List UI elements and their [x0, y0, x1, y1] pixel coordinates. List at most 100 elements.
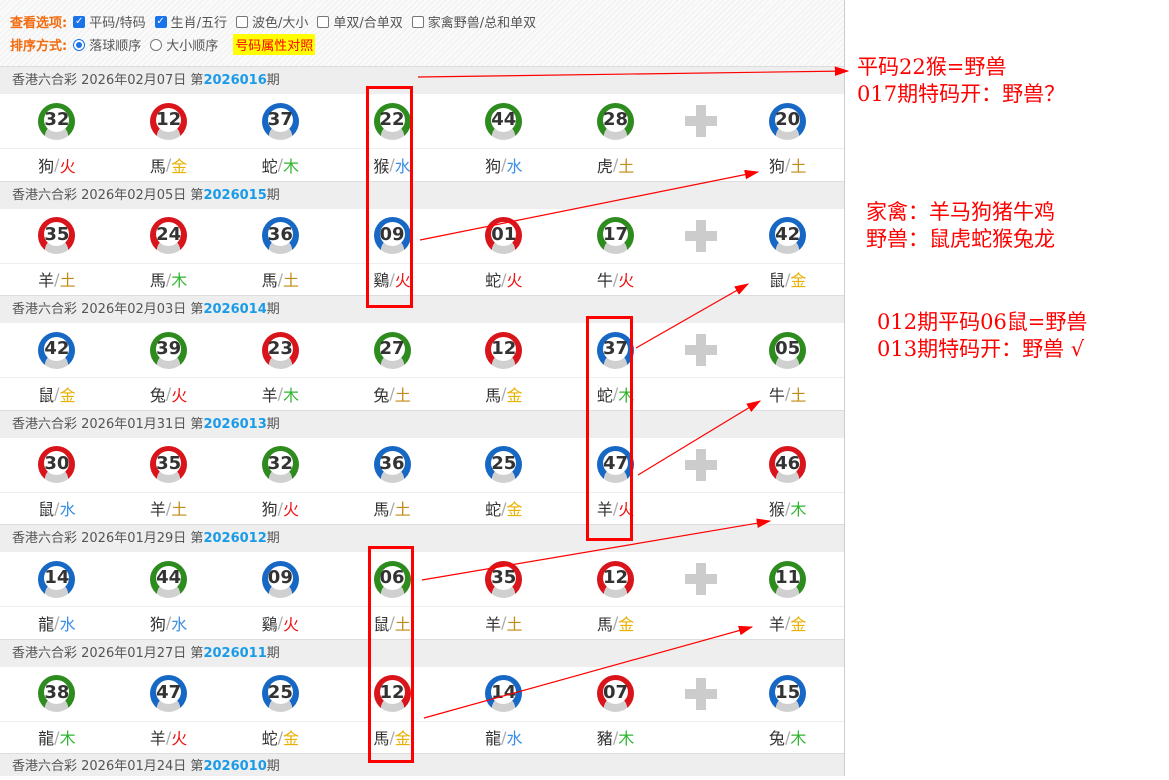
view-options-label: 查看选项:	[10, 16, 68, 31]
special-ball-cell: 15	[731, 675, 844, 712]
period-number[interactable]: 2026010	[203, 759, 267, 774]
number-ball: 32	[38, 102, 76, 140]
element: 土	[790, 156, 807, 176]
separator: /	[389, 384, 395, 404]
period-suffix: 期	[266, 531, 280, 546]
separator: /	[165, 727, 172, 747]
attribute-cell: 蛇 / 金	[448, 496, 560, 520]
ball-row: 14 44 09 06 35 12 11	[0, 552, 844, 606]
period-number[interactable]: 2026014	[203, 302, 267, 317]
special-ball: 15	[769, 675, 807, 712]
separator: /	[784, 613, 791, 633]
radio[interactable]	[150, 38, 163, 51]
zodiac: 狗	[261, 500, 278, 520]
attribute-cell: 猴 / 木	[731, 496, 844, 520]
ball-number: 01	[491, 223, 517, 245]
special-ball-cell: 42	[731, 217, 844, 254]
ball-number: 12	[603, 567, 629, 588]
element: 金	[506, 385, 523, 405]
separator: /	[165, 155, 172, 175]
zodiac: 羊	[596, 500, 613, 520]
number-ball: 35	[38, 217, 76, 254]
period-suffix: 期	[266, 187, 280, 203]
ball-cell: 42	[1, 331, 113, 369]
zodiac: 牛	[596, 271, 613, 291]
plus-separator	[671, 563, 731, 595]
element: 金	[394, 729, 411, 749]
special-ball: 46	[769, 446, 807, 483]
sort-option-radio[interactable]: 落球顺序	[73, 35, 141, 54]
view-option-checkbox[interactable]: 波色/大小	[235, 12, 308, 31]
ball-number: 05	[775, 338, 801, 359]
separator: /	[277, 269, 284, 289]
separator: /	[784, 155, 791, 175]
period-number[interactable]: 2026011	[203, 645, 267, 661]
view-option-checkbox[interactable]: 家禽野兽/总和单双	[411, 12, 536, 31]
view-option-checkbox[interactable]: ✓ 平码/特码	[73, 12, 146, 31]
ball-number: 09	[379, 223, 405, 245]
number-ball: 42	[38, 331, 76, 369]
element: 木	[790, 500, 807, 520]
attribute-cell: 虎 / 土	[560, 153, 672, 177]
separator: /	[784, 727, 791, 747]
element: 火	[618, 271, 635, 291]
period-number[interactable]: 2026012	[203, 531, 267, 546]
number-ball: 23	[261, 331, 299, 369]
attribute-cell: 鷄 / 火	[336, 267, 448, 291]
element: 金	[618, 614, 635, 634]
separator: /	[165, 498, 172, 518]
separator: /	[501, 155, 507, 175]
ball-cell: 28	[560, 102, 672, 140]
ball-number: 11	[775, 567, 801, 588]
sort-option-radio[interactable]: 大小顺序	[150, 35, 218, 54]
period-suffix: 期	[266, 759, 280, 774]
element: 水	[506, 729, 523, 749]
element: 水	[59, 500, 76, 520]
zodiac: 兔	[768, 729, 785, 749]
checkbox[interactable]: ✓	[73, 15, 86, 28]
compare-link[interactable]: 号码属性对照	[233, 34, 316, 55]
draw-date: 香港六合彩 2026年01月29日 第	[12, 531, 204, 546]
zodiac: 蛇	[485, 271, 502, 291]
view-options: 查看选项: ✓ 平码/特码 ✓ 生肖/五行 波色/大小 单双/合单双 家禽野兽/总和单双	[10, 10, 844, 33]
ball-number: 15	[775, 681, 801, 703]
ball-number: 23	[267, 338, 293, 359]
zodiac: 狗	[38, 156, 55, 176]
checkbox[interactable]	[235, 15, 248, 28]
attribute-cell: 狗 / 火	[1, 153, 113, 177]
element: 土	[59, 271, 76, 291]
ball-cell: 24	[113, 217, 225, 254]
period-number[interactable]: 2026013	[203, 416, 267, 432]
special-ball-cell: 11	[731, 560, 844, 598]
ball-number: 37	[603, 338, 629, 359]
plus-icon	[685, 448, 718, 481]
number-ball: 44	[485, 102, 523, 140]
attribute-cell: 馬 / 金	[448, 382, 560, 406]
draw-block: 香港六合彩 2026年01月29日 第2026012期 14 44 09 06 35 12 1…	[0, 524, 844, 639]
period-suffix: 期	[266, 302, 280, 317]
ball-cell: 14	[1, 560, 113, 598]
ball-cell: 01	[448, 217, 560, 254]
checkbox[interactable]	[317, 15, 330, 28]
draw-date: 香港六合彩 2026年02月07日 第	[12, 73, 204, 88]
period-number[interactable]: 2026016	[203, 73, 267, 88]
separator: /	[54, 155, 60, 175]
view-option-checkbox[interactable]: ✓ 生肖/五行	[154, 12, 227, 31]
special-ball: 11	[769, 560, 807, 598]
zodiac: 鷄	[261, 614, 278, 634]
period-number[interactable]: 2026015	[203, 187, 267, 203]
element: 火	[171, 385, 188, 405]
ball-cell: 07	[560, 675, 672, 712]
checkbox[interactable]	[411, 15, 424, 28]
attribute-cell: 鼠 / 金	[1, 382, 113, 406]
ball-number: 09	[267, 567, 293, 588]
special-ball-cell: 20	[731, 102, 844, 140]
radio[interactable]	[73, 38, 86, 51]
view-option-checkbox[interactable]: 单双/合单双	[317, 12, 403, 31]
zodiac: 羊	[485, 614, 502, 634]
ball-number: 32	[44, 109, 70, 130]
element: 木	[283, 156, 300, 176]
separator: /	[54, 384, 60, 404]
checkbox[interactable]: ✓	[154, 15, 167, 28]
attribute-cell: 猴 / 水	[336, 153, 448, 177]
